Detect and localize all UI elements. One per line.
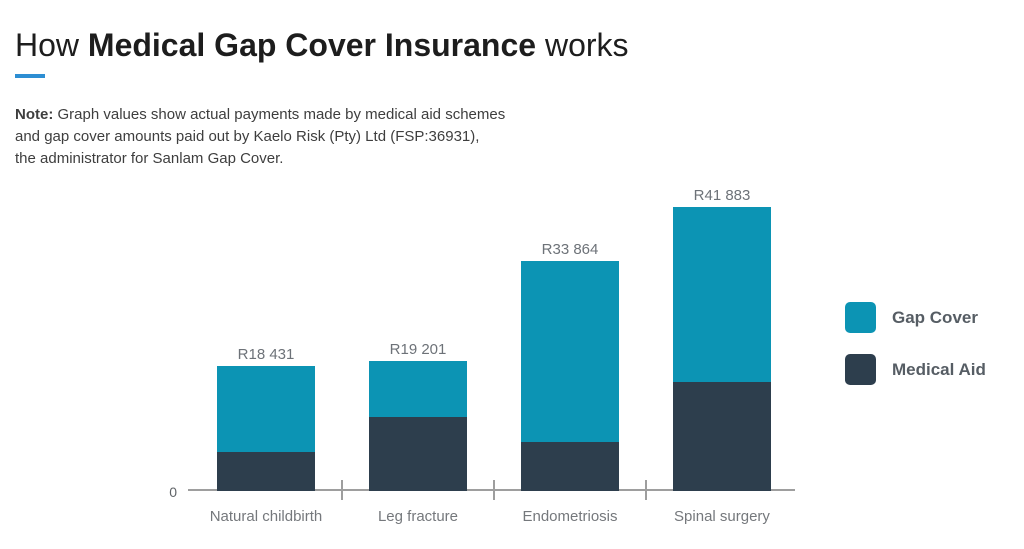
- x-axis-category-label: Natural childbirth: [209, 508, 323, 525]
- bar-segment-medical-aid: [217, 451, 315, 491]
- note: Note: Graph values show actual payments …: [15, 104, 505, 170]
- chart-legend: Gap Cover Medical Aid: [845, 302, 986, 385]
- page-title: How Medical Gap Cover Insurance works: [15, 29, 629, 61]
- bar-segment-gap-cover: [369, 360, 467, 418]
- y-axis-zero-label: 0: [169, 484, 177, 500]
- legend-swatch-medical-aid: [845, 354, 876, 385]
- note-line-1-text: Graph values show actual payments made b…: [53, 106, 506, 123]
- x-axis-category-label: Endometriosis: [522, 508, 618, 525]
- x-axis-category-label: Leg fracture: [377, 508, 459, 525]
- title-highlight: Medical Gap Cover Insurance: [87, 27, 537, 64]
- bar-segment-gap-cover: [217, 366, 315, 452]
- bar-total-label: R33 864: [541, 241, 599, 259]
- x-axis-category-label: Spinal surgery: [674, 508, 770, 525]
- bar-segment-gap-cover: [521, 261, 619, 443]
- legend-swatch-gap-cover: [845, 302, 876, 333]
- bar-total-label: R19 201: [389, 340, 447, 358]
- x-axis-tick: [645, 480, 647, 500]
- legend-item-gap-cover: Gap Cover: [845, 302, 986, 333]
- bar-segment-medical-aid: [673, 381, 771, 491]
- note-line-3: the administrator for Sanlam Gap Cover.: [15, 150, 284, 167]
- note-line-2: and gap cover amounts paid out by Kaelo …: [15, 128, 480, 145]
- note-label: Note:: [15, 106, 54, 123]
- legend-item-medical-aid: Medical Aid: [845, 354, 986, 385]
- x-axis-tick: [341, 480, 343, 500]
- legend-label-medical-aid: Medical Aid: [892, 360, 986, 379]
- title-suffix: works: [536, 27, 629, 64]
- legend-label-gap-cover: Gap Cover: [892, 308, 978, 327]
- bar-total-label: R18 431: [237, 346, 295, 364]
- title-prefix: How: [15, 27, 88, 64]
- bar-segment-medical-aid: [369, 417, 467, 491]
- accent-dash: [15, 74, 45, 78]
- x-axis-line: [188, 489, 795, 491]
- bar-segment-medical-aid: [521, 442, 619, 491]
- bar-total-label: R41 883: [693, 187, 751, 205]
- bar-segment-gap-cover: [673, 207, 771, 382]
- x-axis-tick: [493, 480, 495, 500]
- note-line-1: Note: Graph values show actual payments …: [15, 104, 505, 126]
